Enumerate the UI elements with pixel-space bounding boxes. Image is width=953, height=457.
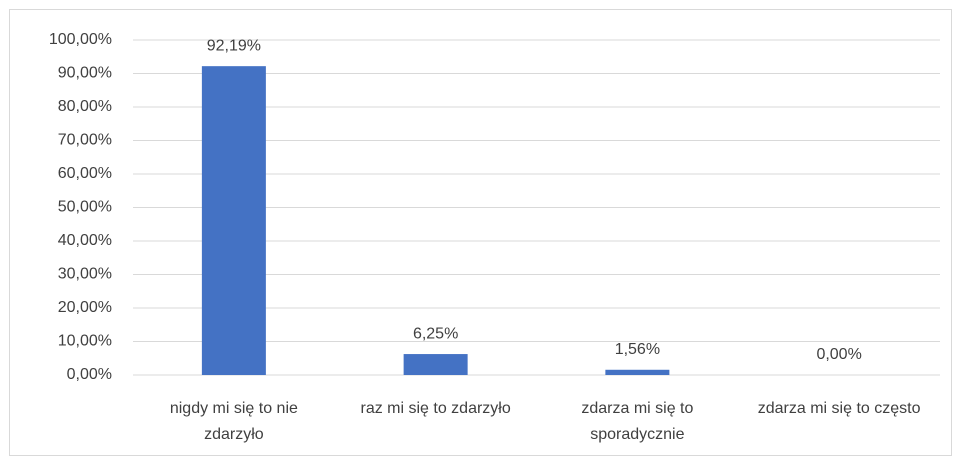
- chart-border: [9, 9, 952, 456]
- y-tick-label: 40,00%: [58, 232, 112, 249]
- bar: [605, 369, 670, 375]
- y-tick-label: 70,00%: [58, 132, 112, 149]
- value-label: 92,19%: [207, 37, 261, 54]
- y-tick-label: 10,00%: [58, 333, 112, 350]
- y-tick-label: 90,00%: [58, 65, 112, 82]
- y-tick-label: 80,00%: [58, 98, 112, 115]
- y-tick-label: 100,00%: [49, 31, 112, 48]
- bar: [201, 66, 266, 375]
- y-tick-label: 0,00%: [67, 366, 112, 383]
- value-label: 0,00%: [816, 346, 861, 363]
- y-tick-label: 30,00%: [58, 266, 112, 283]
- y-tick-label: 50,00%: [58, 199, 112, 216]
- y-tick-label: 60,00%: [58, 165, 112, 182]
- bar: [403, 354, 468, 375]
- x-tick-label: zdarza mi się to sporadycznie: [581, 400, 694, 443]
- x-tick-label: zdarza mi się to często: [757, 400, 921, 417]
- x-tick-label: raz mi się to zdarzyło: [360, 400, 511, 417]
- y-tick-label: 20,00%: [58, 299, 112, 316]
- value-label: 6,25%: [413, 325, 458, 342]
- x-tick-label: nigdy mi się to nie zdarzyło: [169, 400, 298, 443]
- value-label: 1,56%: [615, 341, 660, 358]
